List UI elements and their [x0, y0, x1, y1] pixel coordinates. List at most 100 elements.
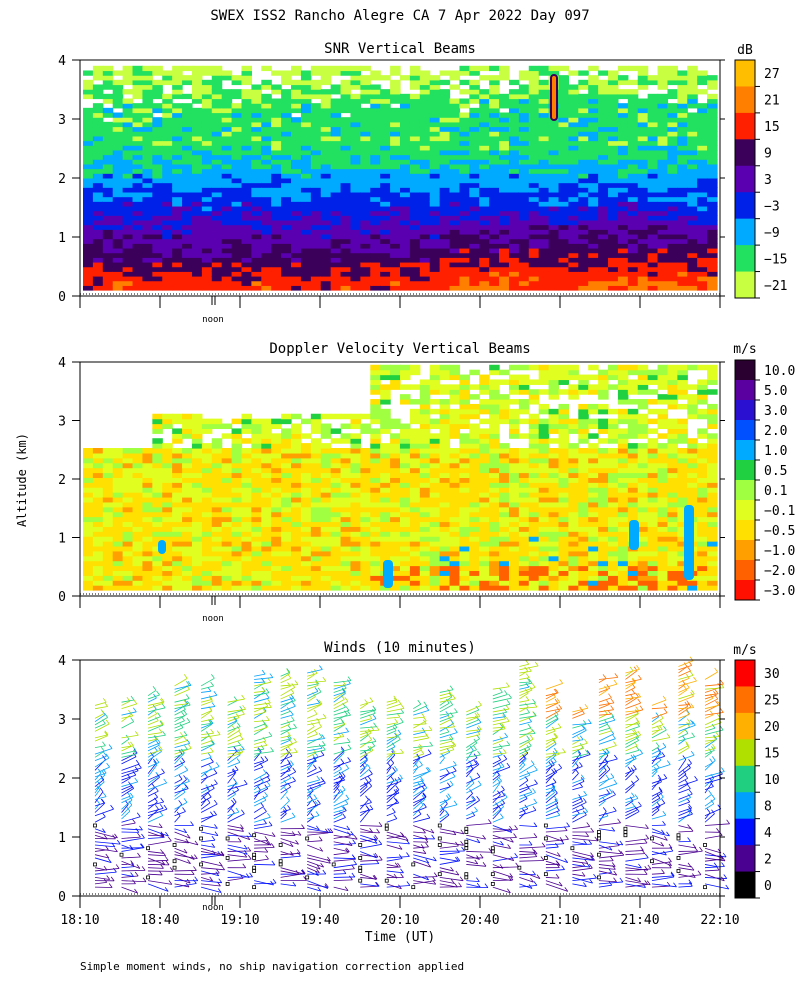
snr-cell	[301, 192, 312, 197]
doppler-cell	[489, 428, 500, 433]
doppler-cell	[489, 458, 500, 463]
snr-cell	[608, 70, 619, 75]
doppler-cell	[350, 468, 361, 473]
doppler-cell	[113, 580, 124, 585]
snr-cell	[142, 211, 153, 216]
snr-cell	[242, 206, 253, 211]
doppler-cell	[162, 517, 173, 522]
snr-cell	[162, 206, 173, 211]
doppler-cell	[341, 512, 352, 517]
doppler-cell	[450, 409, 461, 414]
snr-cell	[281, 89, 292, 94]
snr-cell	[459, 145, 470, 150]
snr-cell	[242, 145, 253, 150]
snr-cell	[459, 262, 470, 267]
doppler-cell	[450, 541, 461, 546]
doppler-cell	[321, 546, 332, 551]
doppler-cell	[281, 472, 292, 477]
doppler-cell	[142, 580, 153, 585]
doppler-cell	[281, 414, 292, 419]
snr-cell	[568, 201, 579, 206]
snr-cell	[667, 164, 678, 169]
snr-cell	[430, 262, 441, 267]
snr-cell	[459, 197, 470, 202]
snr-cell	[697, 239, 708, 244]
snr-cell	[83, 248, 94, 253]
snr-cell	[350, 131, 361, 136]
snr-cell	[331, 253, 342, 258]
snr-cell	[390, 117, 401, 122]
doppler-cell	[321, 497, 332, 502]
doppler-cell	[251, 487, 262, 492]
snr-cell	[182, 131, 193, 136]
doppler-cell	[509, 409, 520, 414]
doppler-cell	[469, 477, 480, 482]
doppler-cell	[123, 472, 134, 477]
snr-cell	[380, 145, 391, 150]
snr-cell	[390, 239, 401, 244]
doppler-cell	[598, 477, 609, 482]
doppler-cell	[568, 468, 579, 473]
snr-cell	[281, 206, 292, 211]
snr-cell	[578, 98, 589, 103]
snr-cell	[311, 197, 322, 202]
snr-cell	[251, 178, 262, 183]
snr-cell	[499, 225, 510, 230]
snr-cell	[450, 187, 461, 192]
snr-cell	[360, 178, 371, 183]
snr-cell	[162, 281, 173, 286]
snr-cell	[420, 70, 431, 75]
snr-cell	[360, 215, 371, 220]
doppler-cell	[578, 463, 589, 468]
snr-cell	[192, 253, 203, 258]
doppler-cell	[410, 482, 421, 487]
snr-cell	[83, 197, 94, 202]
snr-cell	[341, 215, 352, 220]
snr-cell	[430, 229, 441, 234]
snr-cell	[489, 248, 500, 253]
snr-cell	[430, 89, 441, 94]
doppler-cell	[489, 502, 500, 507]
snr-cell	[440, 117, 451, 122]
doppler-cell	[341, 521, 352, 526]
doppler-cell	[281, 487, 292, 492]
doppler-cell	[519, 365, 530, 370]
doppler-cell	[489, 463, 500, 468]
snr-cell	[370, 108, 381, 113]
doppler-cell	[598, 580, 609, 585]
snr-cell	[529, 75, 540, 80]
snr-cell	[113, 215, 124, 220]
snr-cell	[539, 169, 550, 174]
snr-cell	[400, 108, 411, 113]
snr-cell	[341, 150, 352, 155]
doppler-cell	[489, 556, 500, 561]
doppler-cell	[222, 482, 233, 487]
snr-cell	[677, 285, 688, 290]
doppler-cell	[390, 531, 401, 536]
snr-cell	[707, 187, 718, 192]
doppler-cell	[261, 507, 272, 512]
snr-cell	[638, 187, 649, 192]
snr-cell	[568, 131, 579, 136]
snr-cell	[93, 131, 104, 136]
snr-cell	[420, 220, 431, 225]
doppler-cell	[400, 561, 411, 566]
doppler-cell	[113, 526, 124, 531]
snr-cell	[172, 150, 183, 155]
doppler-cell	[152, 531, 163, 536]
snr-cell	[390, 169, 401, 174]
snr-cell	[499, 187, 510, 192]
doppler-cell	[410, 531, 421, 536]
snr-cell	[519, 94, 530, 99]
snr-cell	[142, 187, 153, 192]
doppler-cell	[588, 551, 599, 556]
doppler-cell	[578, 585, 589, 590]
doppler-cell	[469, 497, 480, 502]
snr-cell	[420, 141, 431, 146]
doppler-cell	[400, 468, 411, 473]
doppler-cell	[509, 551, 520, 556]
snr-cell	[559, 103, 570, 108]
snr-cell	[707, 206, 718, 211]
doppler-cell	[222, 472, 233, 477]
doppler-cell	[242, 556, 253, 561]
